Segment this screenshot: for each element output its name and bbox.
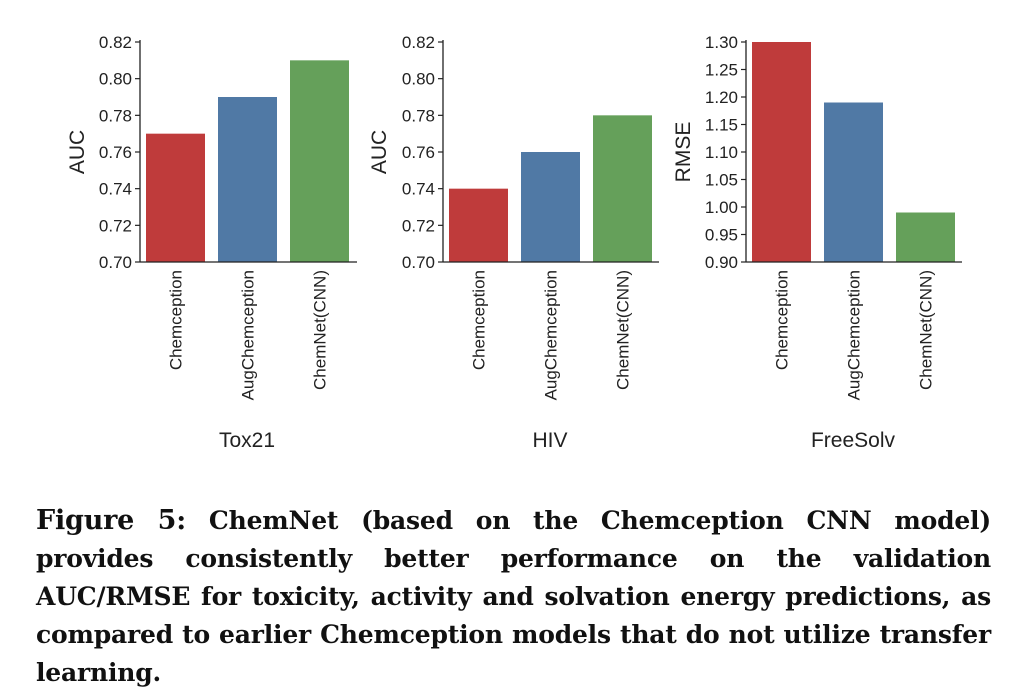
caption-text: ChemNet (based on the Chemception CNN mo…: [36, 506, 991, 687]
y-axis-label: AUC: [66, 130, 89, 174]
y-tick-label: 0.80: [402, 70, 435, 89]
y-axis-label: RMSE: [672, 122, 695, 183]
y-tick-label: 1.10: [705, 143, 738, 162]
chart-hiv: 0.70 0.72 0.74 0.76 0.78 0.80 0.82 AUC Chemcepti…: [368, 33, 659, 452]
x-tick-label: ChemNet(CNN): [917, 270, 936, 390]
x-tick-label: ChemNet(CNN): [614, 270, 633, 390]
bar-augchemception: [218, 97, 277, 262]
y-tick-label: 0.82: [402, 33, 435, 52]
y-tick-label: 1.20: [705, 88, 738, 107]
y-tick-label: 0.95: [705, 226, 738, 245]
x-axis-label: HIV: [532, 429, 567, 452]
y-tick-label: 0.74: [402, 180, 435, 199]
x-tick-label: ChemNet(CNN): [311, 270, 330, 390]
y-tick-label: 0.78: [99, 106, 132, 125]
figure-panels: 0.70 0.72 0.74 0.76 0.78 0.80 0.82 AUC Chemcepti…: [66, 33, 962, 452]
y-tick-label: 0.76: [402, 143, 435, 162]
y-tick-label: 0.70: [402, 253, 435, 272]
x-axis-label: FreeSolv: [811, 429, 896, 452]
x-axis-label: Tox21: [219, 429, 275, 452]
x-tick-label: AugChemception: [239, 270, 258, 400]
chart-tox21: 0.70 0.72 0.74 0.76 0.78 0.80 0.82 AUC Chemcepti…: [66, 33, 357, 452]
y-tick-label: 0.70: [99, 253, 132, 272]
caption-label: Figure 5:: [36, 505, 187, 536]
y-tick-label: 1.25: [705, 61, 738, 80]
y-tick-label: 1.00: [705, 198, 738, 217]
y-tick-label: 1.30: [705, 33, 738, 52]
y-tick-label: 0.76: [99, 143, 132, 162]
y-tick-label: 0.90: [705, 253, 738, 272]
y-tick-label: 0.72: [99, 216, 132, 235]
figure-caption: Figure 5: ChemNet (based on the Chemcept…: [36, 502, 991, 692]
bar-chemception: [752, 42, 811, 262]
y-tick-label: 0.78: [402, 106, 435, 125]
chart-freesolv: 0.90 0.95 1.00 1.05 1.10 1.15 1.20 1.25 1.30 RMSE…: [672, 33, 962, 452]
bar-augchemception: [521, 152, 580, 262]
y-tick-label: 1.15: [705, 116, 738, 135]
x-tick-label: Chemception: [773, 270, 792, 370]
x-tick-label: Chemception: [470, 270, 489, 370]
y-tick-label: 1.05: [705, 171, 738, 190]
y-tick-label: 0.74: [99, 180, 132, 199]
bar-chemception: [146, 133, 205, 262]
x-tick-label: Chemception: [167, 270, 186, 370]
y-tick-label: 0.80: [99, 70, 132, 89]
bar-chemception: [449, 188, 508, 262]
bar-chemnet-cnn-: [593, 115, 652, 262]
y-tick-label: 0.72: [402, 216, 435, 235]
bar-augchemception: [824, 102, 883, 262]
bar-chemnet-cnn-: [896, 212, 955, 262]
x-tick-label: AugChemception: [845, 270, 864, 400]
y-tick-label: 0.82: [99, 33, 132, 52]
bar-chemnet-cnn-: [290, 60, 349, 263]
x-tick-label: AugChemception: [542, 270, 561, 400]
y-axis-label: AUC: [368, 130, 391, 174]
